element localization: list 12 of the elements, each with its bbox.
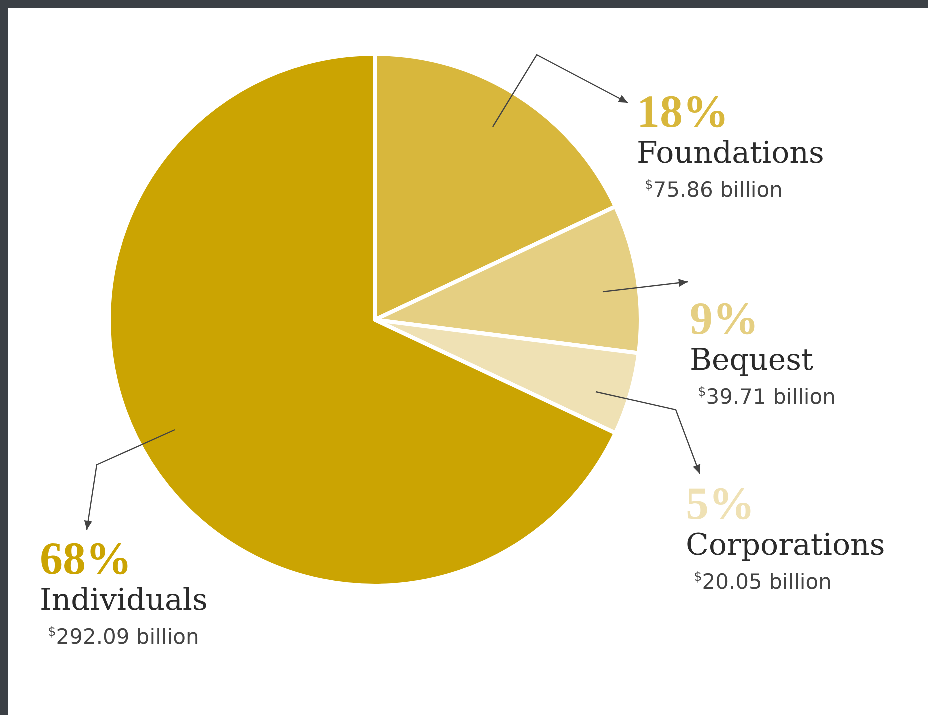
text: $^{$}$292.09 billion: [48, 624, 200, 651]
data-label: 9%: [690, 293, 760, 344]
data-label: 68%: [40, 533, 133, 584]
slice-label: Corporations: [686, 528, 886, 564]
slice-label: Bequest: [690, 343, 815, 379]
text: $^{$}$39.71 billion: [698, 384, 836, 411]
text: $^{$}$75.86 billion: [645, 177, 784, 204]
data-label: 18%: [637, 86, 730, 137]
data-label: 5%: [686, 478, 756, 529]
text: $^{$}$20.05 billion: [694, 569, 833, 596]
slice-label: Individuals: [40, 583, 208, 619]
slice-label: Foundations: [637, 136, 824, 172]
